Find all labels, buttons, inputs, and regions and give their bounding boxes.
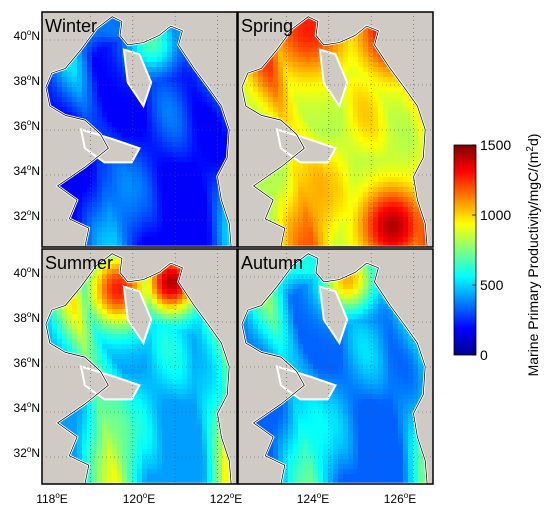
x-tick-label: 126oE (384, 491, 417, 506)
y-tick-label-top: 32oN (14, 208, 40, 223)
coastline (241, 16, 428, 247)
panel-frame (41, 248, 238, 485)
y-tick-label-bottom: 32oN (14, 445, 40, 460)
colorbar: 1500 1000 500 0 Marine Primary Productivity/… (453, 134, 541, 377)
y-tick-label-bottom: 40oN (14, 265, 40, 280)
season-label: Winter (45, 16, 97, 36)
x-tick-label: 122oE (210, 491, 243, 506)
season-label: Autumn (241, 253, 303, 273)
x-tick-label: 124oE (297, 491, 330, 506)
shandong-peninsula (79, 128, 141, 164)
liaodong-peninsula (318, 48, 349, 109)
colorbar-ramp (453, 144, 477, 356)
liaodong-peninsula (122, 285, 153, 346)
y-tick-label-bottom: 34oN (14, 400, 40, 415)
season-label: Summer (45, 253, 113, 273)
season-label: Spring (241, 16, 293, 36)
y-tick-label-top: 36oN (14, 118, 40, 133)
y-tick-label-top: 38oN (14, 73, 40, 88)
panel-frame (237, 248, 434, 485)
map-panel-summer: Summer (41, 248, 238, 485)
y-tick-label-bottom: 36oN (14, 355, 40, 370)
shandong-peninsula (275, 128, 337, 164)
panel-frame (237, 11, 434, 248)
liaodong-peninsula (122, 48, 153, 109)
shandong-peninsula (275, 365, 337, 401)
y-tick-label-top: 34oN (14, 163, 40, 178)
liaodong-peninsula (318, 285, 349, 346)
colorbar-label: Marine Primary Productivity/mgC/(m2d) (525, 134, 541, 377)
y-tick-label-bottom: 38oN (14, 310, 40, 325)
colorbar-tick-label: 1500 (480, 137, 511, 153)
coastline (241, 253, 428, 484)
coastline (45, 16, 232, 247)
panel-frame (41, 11, 238, 248)
y-tick-label-top: 40oN (14, 28, 40, 43)
coastline (45, 253, 232, 484)
colorbar-tick-label: 0 (480, 347, 488, 363)
map-panel-autumn: Autumn (237, 248, 434, 485)
map-panel-spring: Spring (237, 11, 434, 248)
shandong-peninsula (79, 365, 141, 401)
x-tick-label: 118oE (36, 491, 68, 506)
colorbar-tick-label: 1000 (480, 207, 511, 223)
x-tick-label: 120oE (123, 491, 156, 506)
map-panel-winter: Winter (41, 11, 238, 248)
colorbar-tick-label: 500 (480, 277, 504, 293)
